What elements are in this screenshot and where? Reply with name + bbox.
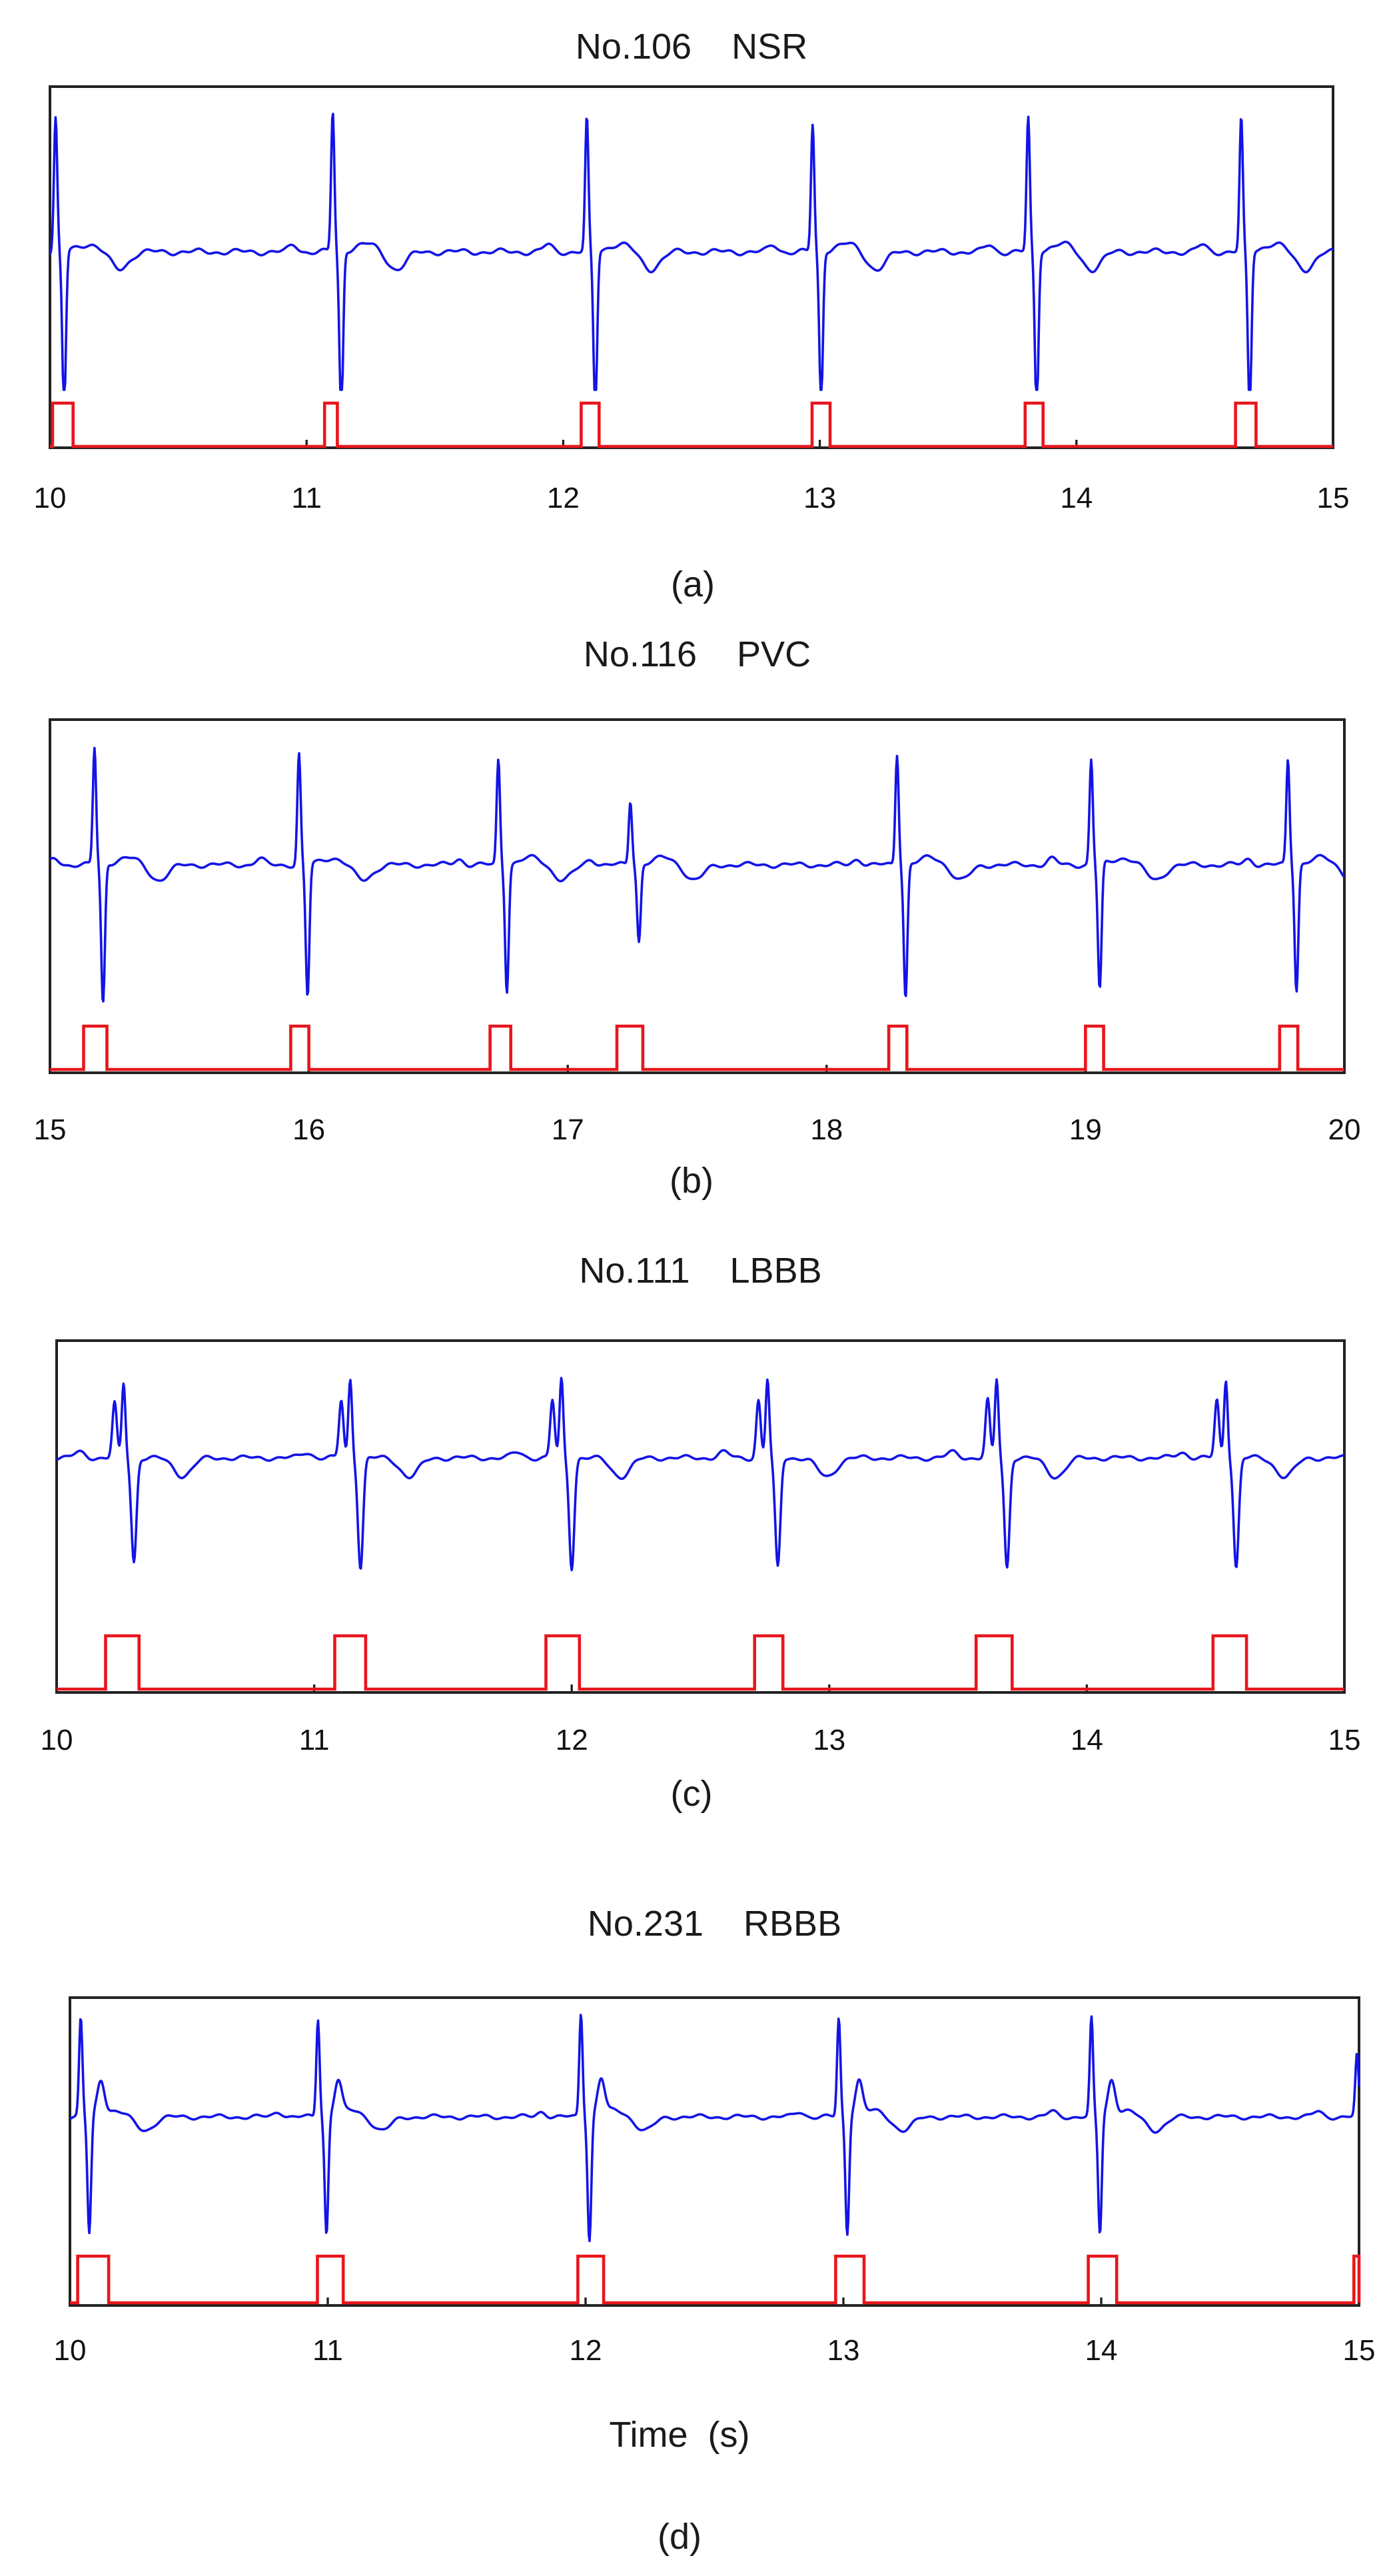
x-tick-label: 14 [1060, 482, 1093, 514]
panel-caption: (a) [671, 564, 715, 604]
ecg-signal-line [56, 1377, 1345, 1572]
x-tick-label: 14 [1085, 2334, 1118, 2367]
plot-frame [49, 85, 1334, 449]
qrs-detection-pulse-line [70, 2254, 1361, 2305]
chart-title: No.116 PVC [584, 634, 811, 674]
chart-panel-d: No.231 RBBB 10 11 12 13 14 15 Time (s) (d) [54, 1904, 1376, 2557]
x-tick-label: 15 [1328, 1724, 1361, 1756]
x-tick-label: 10 [34, 482, 67, 514]
x-tick-label: 13 [813, 1724, 845, 1756]
panel-caption: (c) [671, 1774, 713, 1814]
x-tick-label: 16 [292, 1113, 325, 1146]
chart-title: No.111 LBBB [579, 1251, 821, 1291]
x-tick-label: 14 [1071, 1724, 1103, 1756]
x-tick-label: 13 [803, 482, 836, 514]
chart-title: No.106 NSR [576, 27, 807, 67]
x-tick-label: 11 [291, 482, 322, 514]
x-tick-label: 19 [1069, 1113, 1102, 1146]
chart-panel-b: No.116 PVC 15 16 17 18 19 20 (b) [34, 634, 1361, 1201]
ecg-signal-line [69, 2014, 1360, 2242]
x-tick-label: 18 [810, 1113, 843, 1146]
ecg-signal-line [49, 113, 1334, 391]
panel-caption: (b) [670, 1161, 713, 1201]
x-tick-label: 20 [1328, 1113, 1361, 1146]
qrs-detection-pulse-line [50, 1024, 1344, 1071]
x-tick-label: 15 [1343, 2334, 1376, 2367]
plot-frame [49, 718, 1346, 1074]
panel-caption: (d) [658, 2517, 701, 2557]
qrs-detection-pulse-line [57, 1634, 1344, 1691]
x-tick-label: 17 [552, 1113, 584, 1146]
x-tick-label: 12 [547, 482, 580, 514]
x-axis-label: Time (s) [610, 2415, 750, 2455]
x-tick-label: 15 [34, 1113, 67, 1146]
plot-frame [69, 1996, 1360, 2307]
qrs-detection-pulse-line [50, 401, 1333, 448]
x-tick-label: 12 [570, 2334, 602, 2367]
x-tick-label: 11 [312, 2334, 343, 2367]
x-tick-label: 12 [556, 1724, 588, 1756]
x-tick-label: 15 [1317, 482, 1350, 514]
x-tick-label: 10 [41, 1724, 73, 1756]
plot-frame [55, 1339, 1346, 1694]
ecg-signal-line [49, 746, 1346, 1003]
chart-panel-c: No.111 LBBB 10 11 12 13 14 15 (c) [41, 1251, 1361, 1814]
x-tick-label: 13 [827, 2334, 860, 2367]
chart-panel-a: No.106 NSR 10 11 12 13 14 15 (a) [34, 27, 1350, 604]
chart-title: No.231 RBBB [588, 1904, 841, 1944]
x-tick-label: 11 [299, 1724, 330, 1756]
x-tick-label: 10 [54, 2334, 87, 2367]
